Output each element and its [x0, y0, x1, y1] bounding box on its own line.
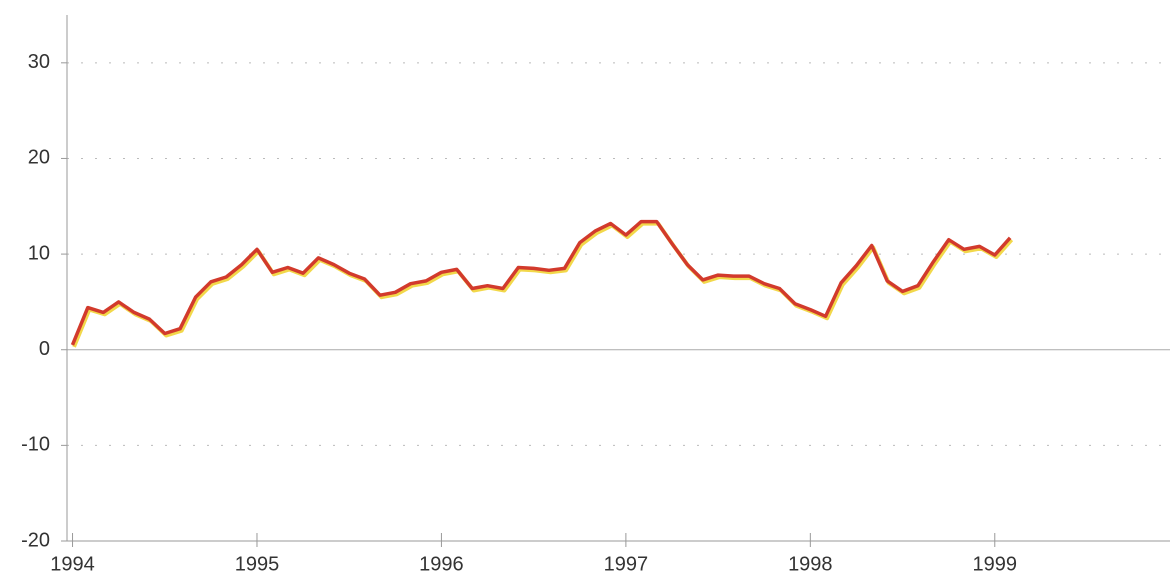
x-tick-label: 1997 — [604, 553, 649, 575]
y-tick-label: -10 — [21, 434, 50, 456]
x-tick-label: 1999 — [973, 553, 1018, 575]
y-tick-label: -20 — [21, 529, 50, 551]
x-tick-label: 1994 — [50, 553, 95, 575]
y-tick-label: 0 — [39, 338, 50, 360]
y-tick-label: 30 — [28, 51, 50, 73]
line-shadow — [72, 221, 1014, 348]
y-tick-label: 10 — [28, 242, 50, 264]
line — [70, 219, 1012, 346]
x-tick-label: 1996 — [419, 553, 464, 575]
x-tick-label: 1995 — [235, 553, 280, 575]
y-tick-label: 20 — [28, 147, 50, 169]
x-tick-label: 1998 — [788, 553, 833, 575]
